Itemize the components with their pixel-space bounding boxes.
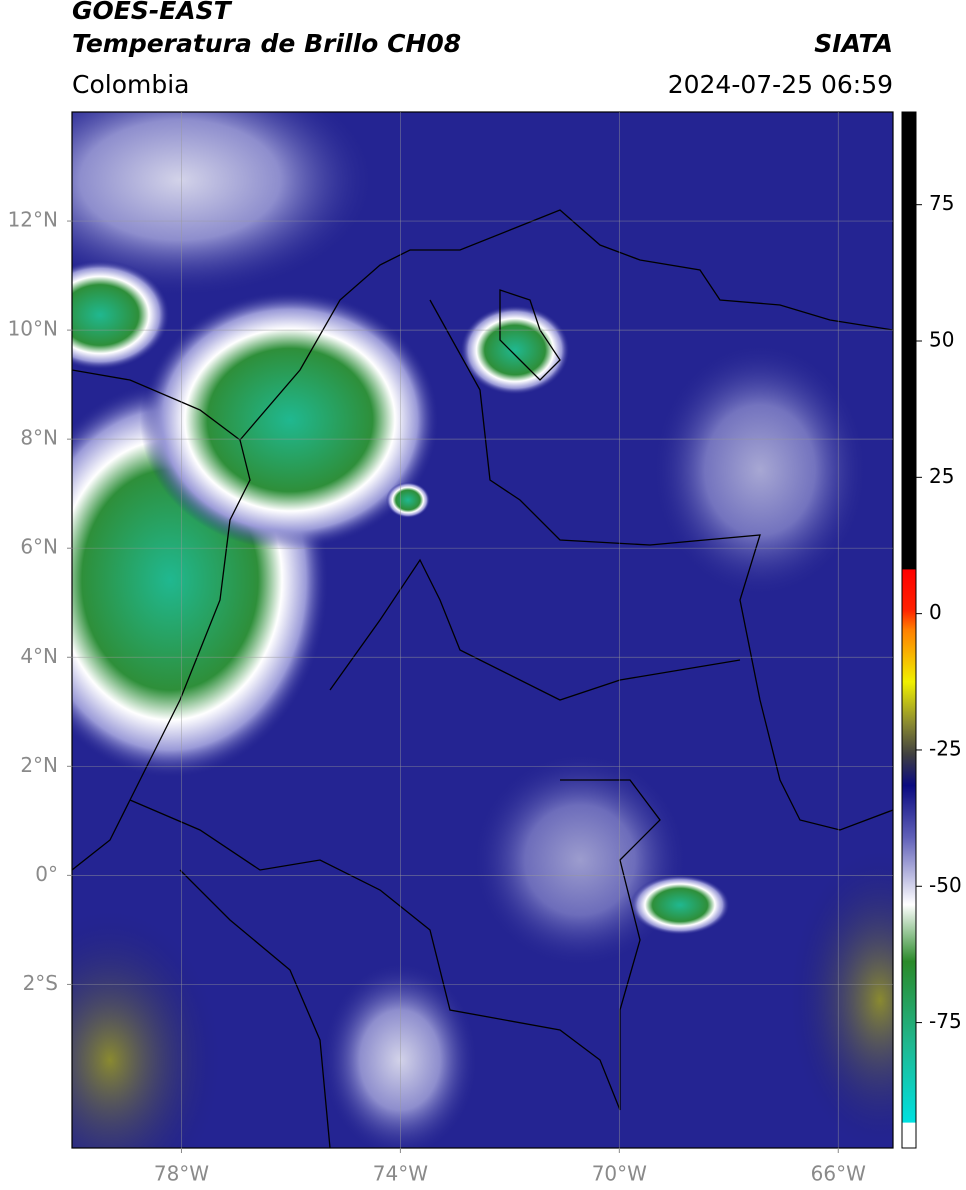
product: Temperatura de Brillo CH08 — [72, 29, 461, 58]
x-tick-label: 70°W — [592, 1162, 647, 1186]
title: GOES-EAST — [72, 0, 233, 25]
y-tick-label: 2°S — [23, 971, 58, 995]
y-tick-label: 0° — [35, 862, 58, 886]
y-tick-label: 6°N — [20, 535, 58, 559]
colorbar-tick-label: -75 — [929, 1009, 962, 1033]
y-tick-label: 12°N — [8, 208, 58, 232]
satellite-image — [72, 112, 893, 1148]
x-tick-label: 78°W — [154, 1162, 209, 1186]
x-tick-label: 74°W — [373, 1162, 428, 1186]
y-tick-label: 10°N — [8, 317, 58, 341]
x-tick-label: 66°W — [811, 1162, 866, 1186]
colorbar — [901, 111, 917, 1149]
map-frame — [71, 111, 894, 1149]
y-tick-label: 2°N — [20, 753, 58, 777]
source: SIATA — [814, 29, 893, 58]
colorbar-tick-label: 25 — [929, 464, 954, 488]
y-tick-label: 8°N — [20, 426, 58, 450]
colorbar-tick-label: 75 — [929, 191, 954, 215]
colorbar-tick-label: 50 — [929, 328, 954, 352]
datetime: 2024-07-25 06:59 — [668, 70, 893, 99]
colorbar-tick-label: -50 — [929, 873, 962, 897]
y-tick-label: 4°N — [20, 644, 58, 668]
region: Colombia — [72, 70, 189, 99]
colorbar-tick-label: 0 — [929, 600, 942, 624]
colorbar-tick-label: -25 — [929, 736, 962, 760]
